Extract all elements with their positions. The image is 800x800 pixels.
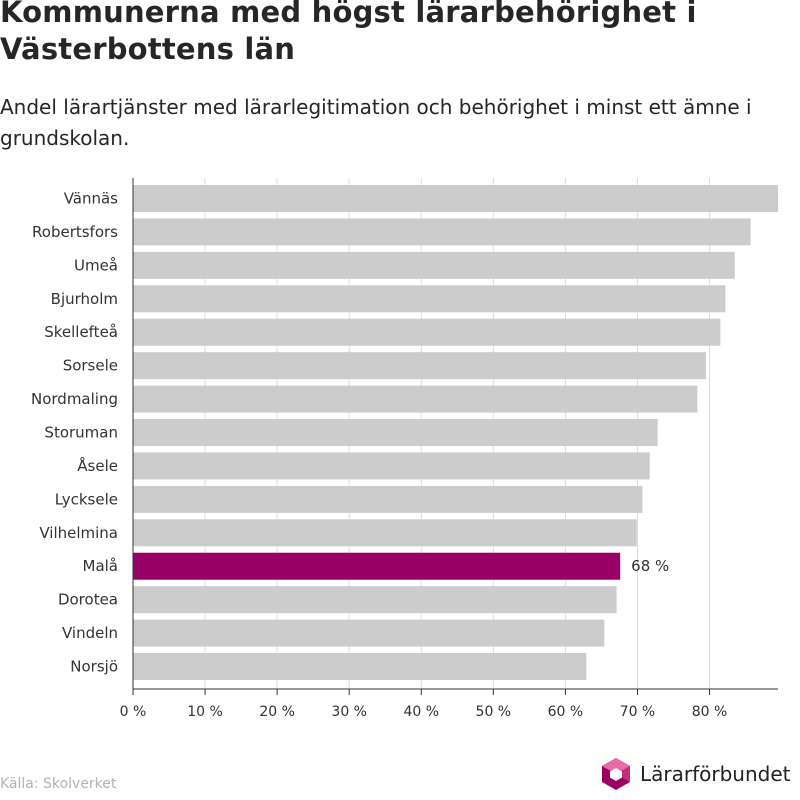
category-label: Malå — [83, 557, 119, 575]
category-label: Bjurholm — [51, 290, 118, 308]
chart-title: Kommunerna med högst lärarbehörighet i V… — [0, 0, 697, 66]
hexagon-logo-icon — [602, 758, 630, 790]
bar-sorsele — [133, 352, 706, 380]
bar-nordmaling — [133, 385, 698, 413]
x-tick-label: 30 % — [331, 704, 367, 720]
x-axis: 0 % 10 % 20 % 30 % 40 % 50 % 60 % 70 % 80 % — [120, 178, 778, 720]
data-labels: 68 % — [631, 557, 669, 575]
data-label: 68 % — [631, 557, 669, 575]
category-label: Sorsele — [63, 357, 118, 375]
bar-bjurholm — [133, 285, 726, 313]
bar-skelleftea — [133, 318, 721, 346]
source-note: Källa: Skolverket — [0, 776, 117, 792]
category-label: Skellefteå — [44, 323, 118, 341]
bar-dorotea — [133, 586, 617, 614]
bar-vilhelmina — [133, 519, 637, 547]
bar-vindeln — [133, 619, 605, 647]
bar-mala — [133, 552, 621, 580]
x-tick-label: 60 % — [548, 704, 584, 720]
x-tick-label: 20 % — [259, 704, 295, 720]
x-tick-label: 0 % — [120, 704, 147, 720]
lararforbundet-logo: Lärarförbundet — [600, 756, 791, 792]
bar-norsjo — [133, 653, 587, 681]
category-label: Vindeln — [62, 624, 118, 642]
bar-umea — [133, 251, 735, 279]
x-tick-label: 40 % — [403, 704, 439, 720]
x-tick-label: 80 % — [692, 704, 728, 720]
bars — [133, 185, 778, 681]
logo-wordmark: Lärarförbundet — [640, 762, 791, 786]
category-labels: Vännäs Robertsfors Umeå Bjurholm Skellefteå S… — [31, 190, 118, 676]
x-tick-label: 50 % — [476, 704, 512, 720]
x-tick-label: 10 % — [187, 704, 223, 720]
category-label: Umeå — [74, 256, 118, 274]
bar-storuman — [133, 419, 658, 447]
chart-subtitle: Andel lärartjänster med lärarlegitimatio… — [0, 95, 752, 150]
bar-asele — [133, 452, 650, 480]
category-label: Storuman — [44, 424, 118, 442]
category-label: Vännäs — [64, 190, 118, 208]
category-label: Lycksele — [55, 490, 118, 508]
category-label: Nordmaling — [31, 390, 118, 408]
category-label: Dorotea — [58, 591, 118, 609]
category-label: Robertsfors — [32, 223, 118, 241]
category-label: Åsele — [77, 456, 118, 475]
x-tick-label: 70 % — [620, 704, 656, 720]
bar-lycksele — [133, 485, 643, 513]
bar-vannas — [133, 185, 778, 212]
bar-robertsfors — [133, 218, 751, 246]
bar-chart: Vännäs Robertsfors Umeå Bjurholm Skellefteå S… — [31, 178, 778, 720]
category-label: Vilhelmina — [39, 524, 118, 542]
category-label: Norsjö — [70, 658, 118, 676]
